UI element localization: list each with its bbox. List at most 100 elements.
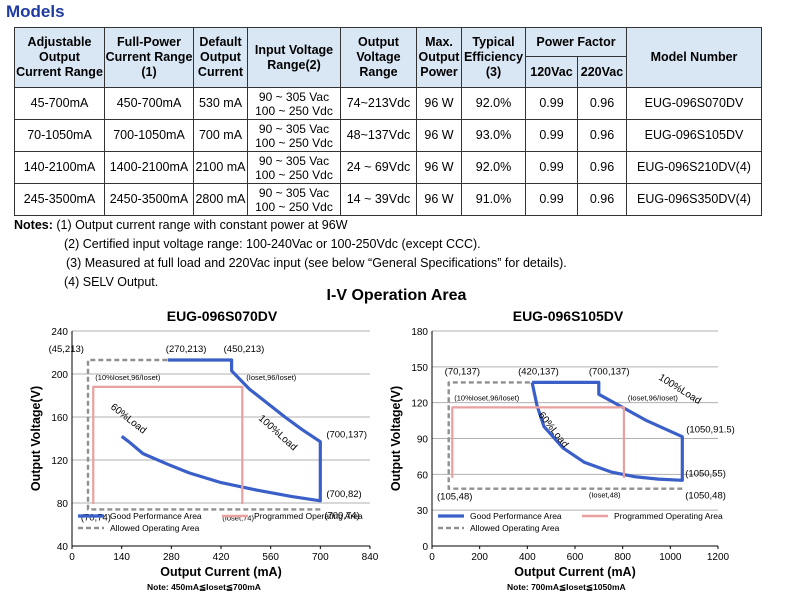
input-vac: 90 ~ 305 Vac [258,185,330,200]
y-tick-label: 200 [51,370,68,381]
header-efficiency: Typical Efficiency (3) [461,27,526,88]
cell-vout: 48~137Vdc [340,119,417,152]
x-tick-label: 700 [312,552,329,563]
y-tick-label: 120 [411,399,428,410]
annotation-label: (700,137) [589,366,630,377]
y-tick-label: 30 [417,506,429,517]
note-1: (1) Output current range with constant p… [56,218,348,232]
annotation-label: (Ioset,48) [589,491,621,500]
y-axis-label: Output Voltage(V) [389,386,403,491]
x-tick-label: 800 [614,552,631,563]
chart-title: EUG-096S070DV [167,308,278,324]
annotation-label: (10%Ioset,96/Ioset) [95,373,161,382]
note-2: (2) Certified input voltage range: 100-2… [64,237,481,251]
cell-def: 530 mA [193,87,248,120]
x-tick-label: 280 [163,552,180,563]
y-tick-label: 180 [411,327,428,338]
cell-pf120: 0.99 [525,87,578,120]
cell-pf120: 0.99 [525,151,578,184]
y-tick-label: 160 [51,413,68,424]
cell-pmax: 96 W [416,151,462,184]
y-tick-label: 240 [51,327,68,338]
table-row: 140-2100mA 1400-2100mA 2100 mA 90 ~ 305 Vac… [14,151,762,184]
annotation-label: (700,82) [326,489,361,500]
series-programmed-operating-area [92,385,244,505]
legend-label-programmed: Programmed Operating Area [254,511,363,521]
cell-model: EUG-096S210DV(4) [626,151,762,184]
series-good-performance-area [530,380,684,482]
cell-model: EUG-096S105DV [626,119,762,152]
x-tick-label: 420 [213,552,230,563]
chart-note: Note: 700mA≦Ioset≦1050mA [507,582,626,592]
header-pf-220: 220Vac [577,56,627,88]
table-row: 45-700mA 450-700mA 530 mA 90 ~ 305 Vac 100 ~… [14,87,762,120]
annotation-label: (10%Ioset,96/Ioset) [454,393,520,402]
cell-adj: 140-2100mA [14,151,105,184]
y-tick-label: 90 [417,435,429,446]
notes-label: Notes: [14,218,53,232]
annotation-label: (420,137) [518,366,559,377]
cell-full: 450-700mA [104,87,194,120]
table-row: 245-3500mA 2450-3500mA 2800 mA 90 ~ 305 Vac… [14,183,762,216]
annotation-label: 60%Load [108,402,148,437]
annotation-label: (1050,91.5) [686,425,735,436]
section-title: Models [6,2,65,21]
y-axis-label: Output Voltage(V) [29,386,43,491]
header-max-power: Max. Output Power [416,27,462,88]
cell-full: 700-1050mA [104,119,194,152]
annotation-label: (450,213) [224,344,265,355]
cell-adj: 45-700mA [14,87,105,120]
cell-eff: 93.0% [461,119,526,152]
note-4: (4) SELV Output. [64,275,159,289]
x-tick-label: 840 [362,552,379,563]
table-row: 70-1050mA 700-1050mA 700 mA 90 ~ 305 Vac 100… [14,119,762,152]
header-default-current: Default Output Current [193,27,248,88]
cell-def: 700 mA [193,119,248,152]
x-tick-label: 200 [471,552,488,563]
cell-eff: 92.0% [461,151,526,184]
annotation-label: (45,213) [49,344,84,355]
y-tick-label: 120 [51,456,68,467]
cell-pf120: 0.99 [525,183,578,216]
iv-chart-105: EUG-096S105DV 0 30 60 90 120 150 180 0 200 400 600 8… [389,308,735,592]
x-tick-label: 1000 [659,552,682,563]
models-table: Adjustable Output Current Range Full-Pow… [14,26,762,216]
input-vac: 90 ~ 305 Vac [258,153,330,168]
x-tick-label: 1200 [707,552,730,563]
cell-def: 2800 mA [193,183,248,216]
legend-label-good: Good Performance Area [110,511,202,521]
cell-vout: 74~213Vdc [340,87,417,120]
series-allowed-operating-area [447,381,683,490]
input-vdc: 100 ~ 250 Vdc [255,199,333,214]
legend-label-programmed: Programmed Operating Area [614,511,723,521]
cell-pmax: 96 W [416,183,462,216]
annotation-label: (105,48) [437,492,472,503]
annotation-label: (Ioset,96/Ioset) [246,373,297,382]
header-input-voltage: Input Voltage Range(2) [247,27,341,88]
cell-vout: 24 ~ 69Vdc [340,151,417,184]
iv-title: I-V Operation Area [326,287,467,304]
series-good-performance-area [120,358,322,503]
cell-pf220: 0.96 [577,119,627,152]
input-vdc: 100 ~ 250 Vdc [255,103,333,118]
y-tick-label: 40 [57,542,69,553]
annotation-label: (Ioset,96/Ioset) [628,393,679,402]
cell-adj: 245-3500mA [14,183,105,216]
header-full-power: Full-Power Current Range (1) [104,27,194,88]
input-vac: 90 ~ 305 Vac [258,89,330,104]
cell-input-voltage: 90 ~ 305 Vac 100 ~ 250 Vdc [247,87,341,120]
cell-pmax: 96 W [416,87,462,120]
cell-model: EUG-096S350DV(4) [626,183,762,216]
y-tick-label: 80 [57,499,69,510]
annotation-label: (700,74) [324,510,359,521]
cell-full: 2450-3500mA [104,183,194,216]
annotation-label: (1050,48) [685,491,726,502]
annotation-label: (700,137) [326,430,367,441]
note-3: (3) Measured at full load and 220Vac inp… [66,256,567,270]
cell-pf220: 0.96 [577,151,627,184]
cell-input-voltage: 90 ~ 305 Vac 100 ~ 250 Vdc [247,183,341,216]
cell-pmax: 96 W [416,119,462,152]
series-programmed-operating-area [451,406,625,478]
cell-pf120: 0.99 [525,119,578,152]
y-tick-label: 0 [422,542,428,553]
